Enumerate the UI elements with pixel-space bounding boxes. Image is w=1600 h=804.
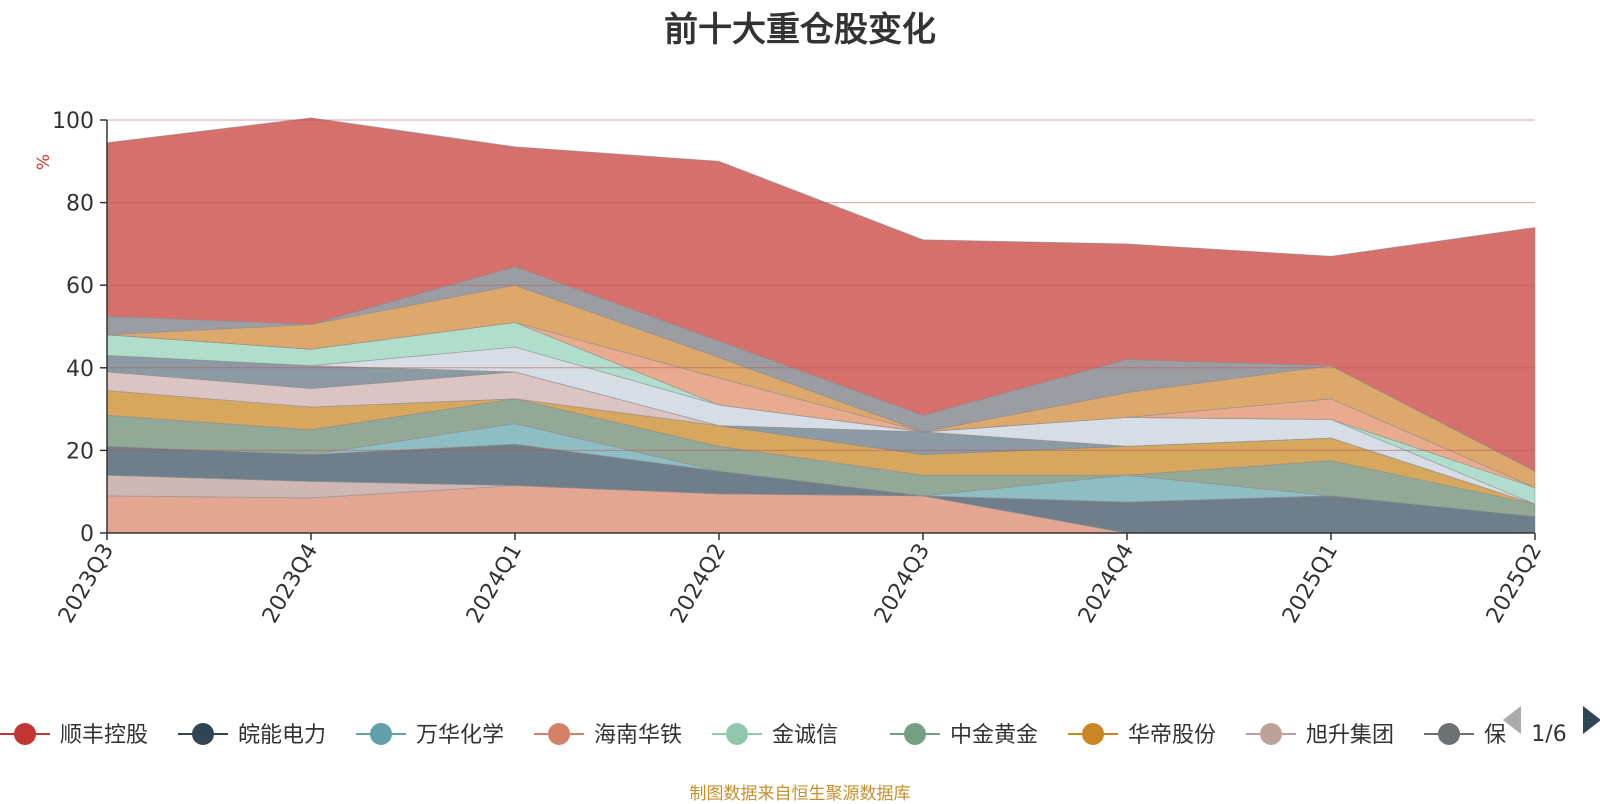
legend-label: 金诚信 (772, 723, 838, 748)
legend-marker-icon (1438, 723, 1460, 745)
y-tick-label: 20 (66, 439, 94, 464)
y-tick-label: 60 (66, 274, 94, 299)
legend-marker-icon (370, 723, 392, 745)
legend-item[interactable]: 万华化学 (356, 723, 504, 748)
legend-label: 万华化学 (416, 723, 504, 748)
x-tick-label: 2025Q1 (1278, 540, 1343, 628)
legend-item[interactable]: 中金黄金 (890, 723, 1038, 748)
legend-marker-icon (192, 723, 214, 745)
x-tick-label: 2024Q4 (1074, 540, 1139, 628)
y-tick-label: 0 (80, 522, 94, 547)
legend-label: 皖能电力 (238, 723, 326, 748)
legend-label: 保 (1484, 723, 1506, 748)
legend-marker-icon (548, 723, 570, 745)
pager-prev-icon[interactable] (1503, 706, 1521, 734)
y-tick-label: 40 (66, 357, 94, 382)
legend-label: 旭升集团 (1306, 723, 1394, 748)
legend-item[interactable]: 海南华铁 (534, 723, 682, 748)
legend-marker-icon (1082, 723, 1104, 745)
legend-marker-icon (14, 723, 36, 745)
plot-area (106, 117, 1536, 534)
legend-item[interactable]: 顺丰控股 (0, 723, 148, 748)
legend-marker-icon (904, 723, 926, 745)
legend-item[interactable]: 皖能电力 (178, 723, 326, 748)
y-tick-label: 80 (66, 192, 94, 217)
x-tick-label: 2023Q3 (54, 540, 119, 628)
legend-pager[interactable]: 1/6 (1503, 706, 1600, 747)
legend-item[interactable]: 华帝股份 (1068, 723, 1216, 748)
legend-marker-icon (726, 723, 748, 745)
legend[interactable]: 顺丰控股 皖能电力 万华化学 海南华铁 金诚信 中金黄金 华帝股份 旭升集团 保 (0, 723, 1506, 748)
legend-label: 海南华铁 (594, 723, 682, 748)
legend-item[interactable]: 金诚信 (712, 723, 838, 748)
legend-marker-icon (1260, 723, 1282, 745)
x-tick-label: 2024Q2 (666, 540, 731, 628)
legend-item[interactable]: 保 (1424, 723, 1506, 748)
y-tick-label: 100 (52, 109, 94, 134)
legend-label: 中金黄金 (950, 723, 1038, 748)
x-tick-label: 2023Q4 (258, 540, 323, 628)
pager-next-icon[interactable] (1583, 706, 1600, 734)
chart-title: 前十大重仓股变化 (664, 10, 936, 50)
legend-label: 顺丰控股 (60, 723, 148, 748)
legend-page-indicator: 1/6 (1531, 722, 1566, 747)
y-axis-label: % (34, 154, 54, 170)
x-tick-label: 2024Q3 (870, 540, 935, 628)
source-note: 制图数据来自恒生聚源数据库 (689, 784, 911, 804)
legend-label: 华帝股份 (1128, 723, 1216, 748)
x-tick-label: 2025Q2 (1482, 540, 1547, 628)
grid-lines (107, 119, 1535, 451)
legend-item[interactable]: 旭升集团 (1246, 723, 1394, 748)
area-series-13[interactable] (106, 117, 1536, 472)
x-tick-label: 2024Q1 (462, 540, 527, 628)
